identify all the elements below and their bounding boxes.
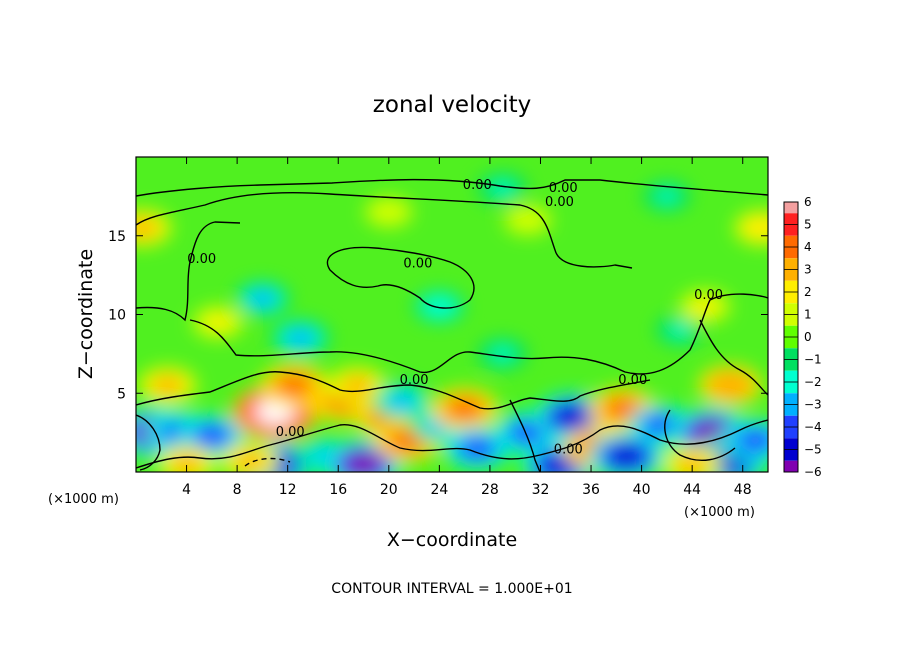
- field-anomaly: [692, 298, 718, 315]
- contour-line: [699, 319, 768, 396]
- contour-label: 0.00: [187, 252, 216, 267]
- contour-label: 0.00: [554, 442, 583, 457]
- colorbar-tick-label: 5: [804, 218, 812, 232]
- x-tick-label: 12: [279, 482, 297, 498]
- y-tick-label: 10: [108, 308, 126, 324]
- contour-label: 0.00: [618, 373, 647, 388]
- field-anomaly: [344, 452, 383, 472]
- field-anomaly: [136, 218, 157, 237]
- colorbar-swatch: [784, 202, 798, 214]
- contour-line: [189, 293, 768, 375]
- colorbar-tick-label: −5: [804, 443, 822, 457]
- x-axis-unit-right: (×1000 m): [684, 505, 755, 520]
- field-anomaly: [608, 444, 645, 468]
- x-axis-unit-left: (×1000 m): [48, 492, 119, 507]
- contour-label: 0.00: [549, 181, 578, 196]
- field-anomaly: [490, 180, 515, 197]
- colorbar-tick-label: −6: [804, 465, 822, 479]
- field-anomaly: [678, 455, 707, 472]
- x-tick-label: 40: [633, 482, 651, 498]
- y-tick-label: 5: [117, 386, 126, 402]
- x-tick-label: 32: [532, 482, 550, 498]
- x-axis-ticks: 4 8 12 16 20 24 28 32 36 40 44 48: [182, 157, 752, 498]
- field-anomaly: [739, 430, 768, 451]
- field-anomaly: [235, 452, 264, 470]
- x-tick-label: 4: [182, 482, 191, 498]
- field-anomaly: [645, 415, 676, 435]
- x-tick-label: 44: [683, 482, 701, 498]
- field-anomaly: [195, 425, 228, 446]
- y-tick-label: 15: [108, 229, 126, 245]
- x-axis-title: X−coordinate: [387, 529, 517, 551]
- y-axis-ticks: 5 10 15: [108, 229, 768, 402]
- field-anomaly: [286, 329, 315, 348]
- field-anomaly: [748, 219, 768, 237]
- colorbar-tick-label: −2: [804, 375, 822, 389]
- field-anomaly: [516, 212, 540, 228]
- contour-label: 0.00: [403, 257, 432, 272]
- field-anomaly: [448, 398, 481, 420]
- x-tick-label: 28: [481, 482, 499, 498]
- contour-label: 0.00: [545, 195, 574, 210]
- contour-label: 0.00: [400, 373, 429, 388]
- plot-area: 0.00 0.000.000.00 0.000.000.00 0.000.000.00: [136, 157, 768, 472]
- field-anomaly: [387, 392, 416, 411]
- field-anomaly: [511, 422, 544, 443]
- contour-interval-text: CONTOUR INTERVAL = 1.000E+01: [331, 581, 572, 597]
- field-anomaly: [205, 314, 231, 331]
- contour-line: [136, 419, 768, 469]
- field-anomaly: [153, 376, 182, 395]
- contour-lines: [136, 178, 768, 472]
- chart-title: zonal velocity: [373, 92, 531, 118]
- field-anomaly: [377, 204, 401, 220]
- contour-label: 0.00: [276, 425, 305, 440]
- contour-line: [244, 457, 291, 467]
- contour-label: 0.00: [694, 288, 723, 303]
- contour-labels: 0.00 0.000.000.00 0.000.000.00 0.000.000.00: [187, 178, 723, 458]
- colorbar-tick-label: 6: [804, 195, 812, 209]
- colorbar-tick-label: −4: [804, 420, 822, 434]
- contour-line: [509, 399, 541, 472]
- field-anomaly: [249, 290, 276, 308]
- x-tick-label: 48: [734, 482, 752, 498]
- colorbar-tick-label: −1: [804, 353, 822, 367]
- field-anomaly: [490, 346, 515, 362]
- colorbar-tick-label: −3: [804, 398, 822, 412]
- y-axis-title: Z−coordinate: [75, 249, 97, 379]
- contour-line: [136, 414, 161, 471]
- colorbar-tick-label: 2: [804, 285, 812, 299]
- contour-line: [189, 221, 241, 263]
- x-tick-label: 20: [380, 482, 398, 498]
- field-anomaly: [277, 375, 311, 396]
- contour-line: [136, 192, 633, 269]
- field-anomaly: [427, 298, 452, 315]
- x-tick-label: 16: [329, 482, 347, 498]
- colorbar-tick-label: 4: [804, 240, 812, 254]
- field-anomaly: [668, 323, 691, 338]
- colorbar-swatch: [784, 460, 798, 472]
- field-anomaly: [714, 375, 746, 395]
- colorbar-tick-label: 1: [804, 308, 812, 322]
- colorbar-tick-label: 0: [804, 330, 812, 344]
- x-tick-label: 8: [233, 482, 242, 498]
- x-tick-label: 36: [582, 482, 600, 498]
- contour-line: [664, 409, 736, 462]
- contour-line: [326, 246, 475, 309]
- field-anomaly: [172, 455, 201, 472]
- contour-line: [136, 261, 191, 322]
- field-anomaly: [554, 405, 591, 429]
- contour-line: [136, 178, 768, 197]
- contour-line: [136, 371, 651, 410]
- field-anomaly: [606, 398, 639, 420]
- x-tick-label: 24: [430, 482, 448, 498]
- field-anomaly: [461, 438, 494, 459]
- colorbar: 6 5 4 3 2 1 0 −1 −2 −3 −4 −5 −6: [783, 195, 822, 479]
- field-anomaly: [655, 189, 679, 204]
- contour-label: 0.00: [463, 178, 492, 193]
- colorbar-tick-label: 3: [804, 263, 812, 277]
